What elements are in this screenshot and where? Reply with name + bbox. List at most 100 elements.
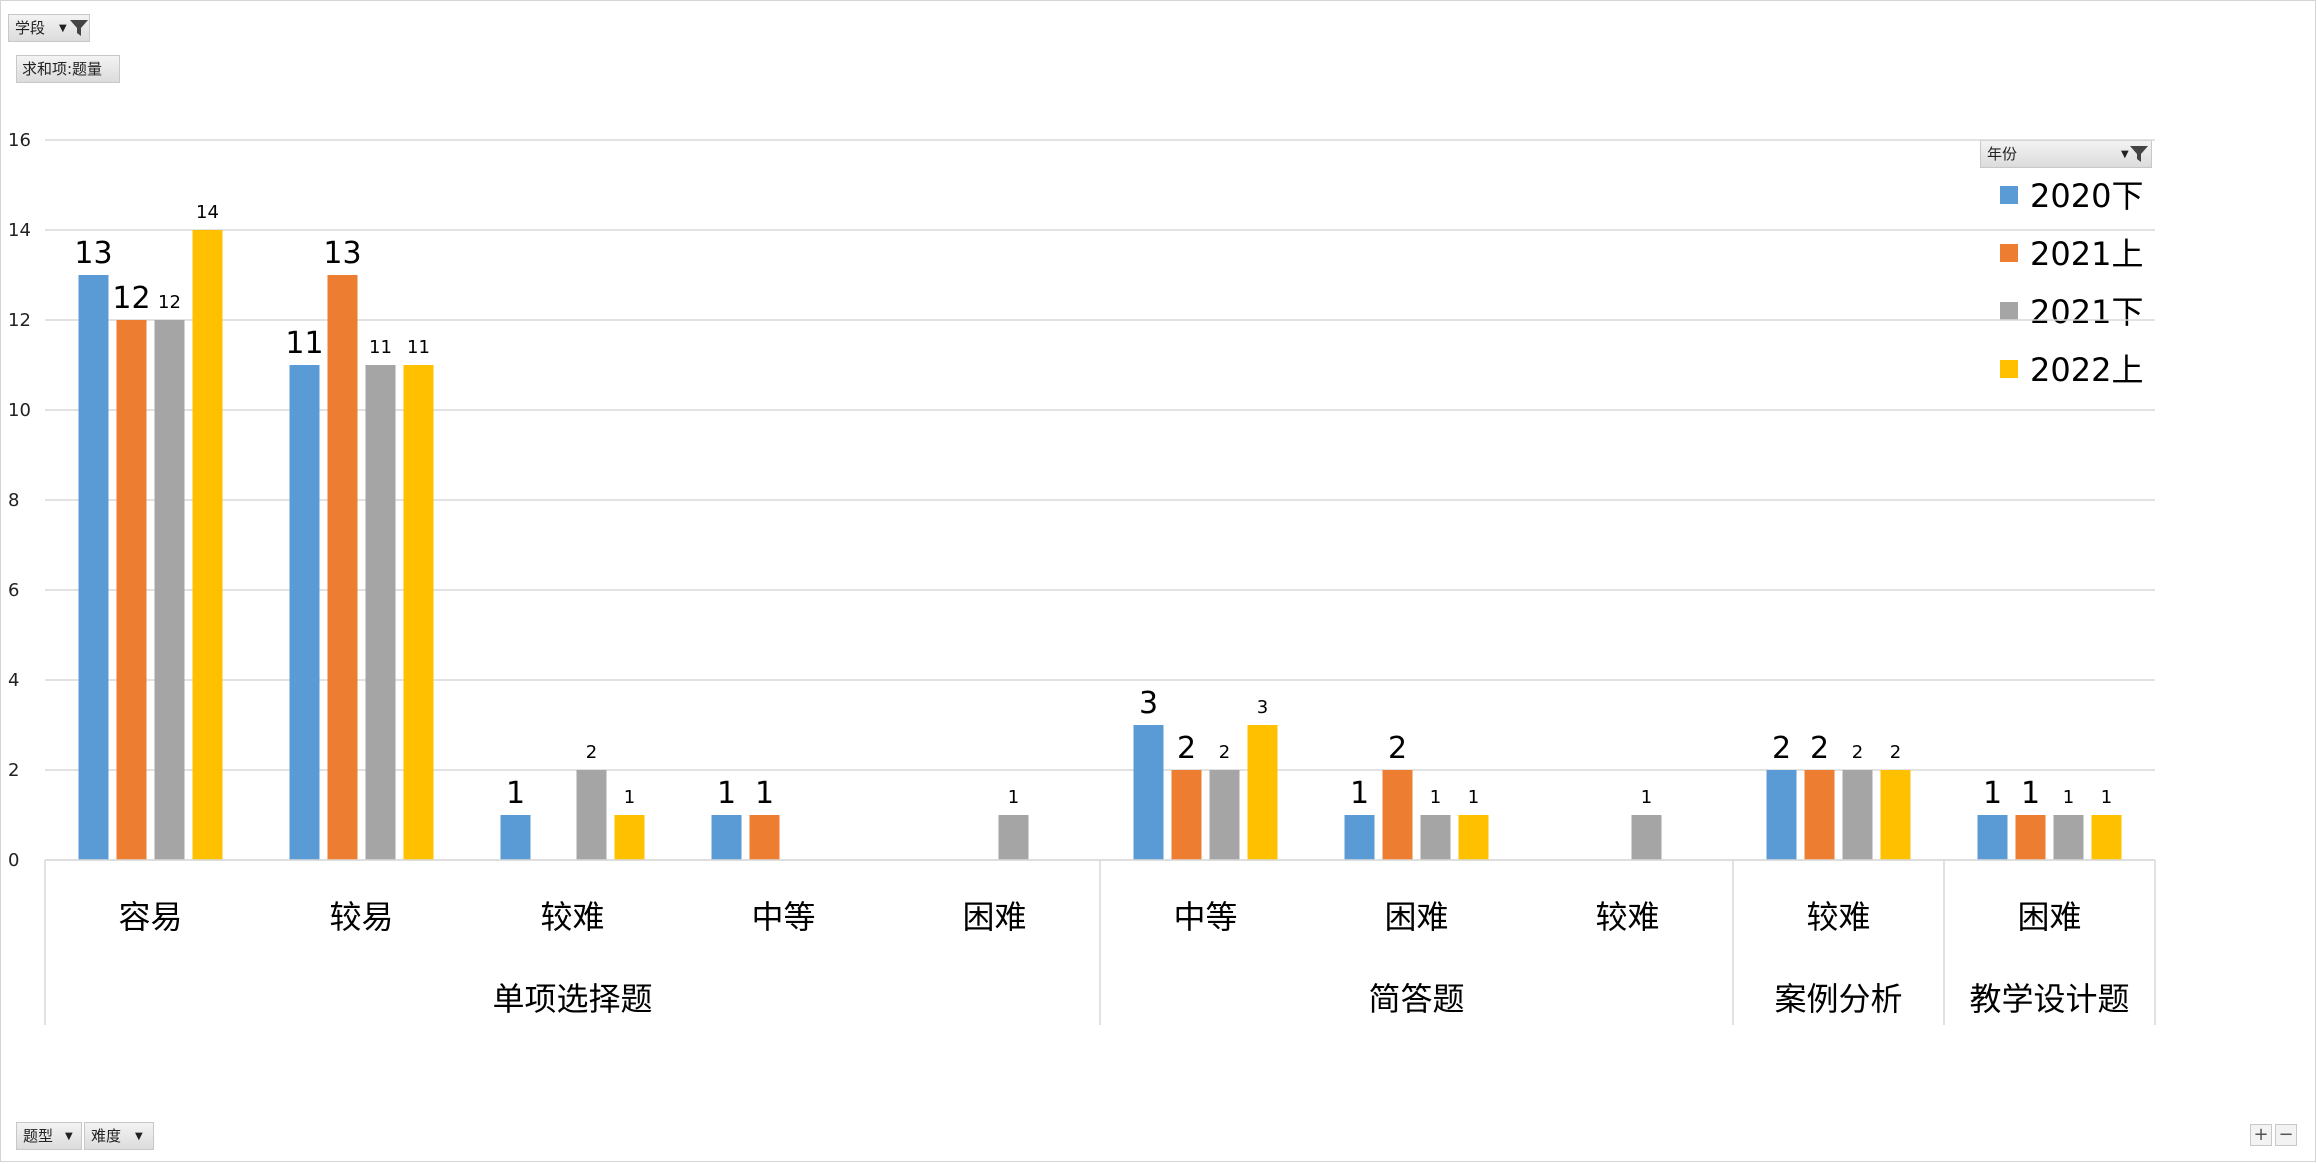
data-label: 1 xyxy=(717,776,736,811)
x-tick-label: 较难 xyxy=(1806,898,1870,936)
y-tick-label: 10 xyxy=(8,400,31,421)
bar xyxy=(1631,815,1662,860)
x-tick-label: 较难 xyxy=(540,898,604,936)
bar xyxy=(78,275,109,860)
bar xyxy=(327,275,358,860)
bar xyxy=(365,365,396,860)
y-tick-label: 0 xyxy=(8,850,19,871)
bar xyxy=(1420,815,1451,860)
axis-field-label: 难度 xyxy=(91,1127,122,1145)
bar xyxy=(154,320,185,860)
data-label: 1 xyxy=(1983,776,2002,811)
x-tick-label: 困难 xyxy=(2017,898,2081,936)
expand-field-button[interactable]: + xyxy=(2250,1124,2272,1146)
filter-funnel-icon xyxy=(70,20,88,36)
legend-item-2020下[interactable]: 2020下 xyxy=(2000,176,2143,216)
report-filter-label: 学段 xyxy=(15,19,46,37)
x-group-label: 单项选择题 xyxy=(492,980,652,1018)
data-label: 1 xyxy=(506,776,525,811)
bar xyxy=(749,815,780,860)
legend-item-2022上[interactable]: 2022上 xyxy=(2000,350,2143,390)
data-label: 13 xyxy=(74,236,112,271)
bar xyxy=(1344,815,1375,860)
bar xyxy=(1977,815,2008,860)
legend-label: 2020下 xyxy=(2030,177,2144,215)
y-tick-label: 2 xyxy=(8,760,19,781)
x-group-label: 简答题 xyxy=(1368,980,1464,1018)
data-label: 13 xyxy=(323,236,361,271)
bar xyxy=(576,770,607,860)
data-label: 2 xyxy=(586,742,597,763)
axis-field-button-难度[interactable]: 难度 ▼ xyxy=(84,1122,154,1150)
x-tick-label: 中等 xyxy=(1173,898,1237,936)
data-label: 11 xyxy=(369,337,392,358)
data-label: 2 xyxy=(1852,742,1863,763)
bar xyxy=(1458,815,1489,860)
legend-label: 2021下 xyxy=(2030,293,2144,331)
chevron-down-icon: ▼ xyxy=(59,23,67,34)
x-tick-label: 较易 xyxy=(329,898,393,936)
legend-filter-button[interactable]: 年份 ▼ xyxy=(1980,140,2152,168)
data-label: 1 xyxy=(2101,787,2112,808)
bar xyxy=(1133,725,1164,860)
bar xyxy=(1880,770,1911,860)
data-label: 2 xyxy=(1388,731,1407,766)
chevron-down-icon: ▼ xyxy=(65,1131,73,1142)
report-filter-button[interactable]: 学段 ▼ xyxy=(8,14,90,42)
data-label: 1 xyxy=(755,776,774,811)
data-label: 12 xyxy=(112,281,150,316)
bar xyxy=(2015,815,2046,860)
data-label: 2 xyxy=(1810,731,1829,766)
data-label: 1 xyxy=(1430,787,1441,808)
data-label: 3 xyxy=(1257,697,1268,718)
y-tick-label: 14 xyxy=(8,220,31,241)
legend-item-2021下[interactable]: 2021下 xyxy=(2000,292,2143,332)
data-label: 11 xyxy=(285,326,323,361)
y-tick-label: 8 xyxy=(8,490,19,511)
bar xyxy=(2091,815,2122,860)
legend-swatch xyxy=(2000,186,2018,204)
bar xyxy=(289,365,320,860)
x-tick-label: 较难 xyxy=(1595,898,1659,936)
data-label: 1 xyxy=(1350,776,1369,811)
legend-label: 2022上 xyxy=(2030,351,2144,389)
axis-field-button-题型[interactable]: 题型 ▼ xyxy=(16,1122,82,1150)
bar xyxy=(998,815,1029,860)
legend-swatch xyxy=(2000,360,2018,378)
data-label: 1 xyxy=(1008,787,1019,808)
x-group-label: 教学设计题 xyxy=(1969,980,2129,1018)
bar xyxy=(1842,770,1873,860)
bar xyxy=(2053,815,2084,860)
x-tick-label: 中等 xyxy=(751,898,815,936)
legend-swatch xyxy=(2000,244,2018,262)
y-tick-label: 6 xyxy=(8,580,19,601)
x-group-label: 案例分析 xyxy=(1774,980,1902,1018)
y-tick-label: 12 xyxy=(8,310,31,331)
data-label: 12 xyxy=(158,292,181,313)
data-label: 1 xyxy=(2021,776,2040,811)
filter-funnel-icon xyxy=(2130,146,2148,162)
bar xyxy=(1766,770,1797,860)
x-tick-label: 困难 xyxy=(1384,898,1448,936)
collapse-field-button[interactable]: − xyxy=(2275,1124,2297,1146)
legend-label: 2021上 xyxy=(2030,235,2144,273)
data-label: 2 xyxy=(1177,731,1196,766)
y-tick-label: 4 xyxy=(8,670,19,691)
legend-item-2021上[interactable]: 2021上 xyxy=(2000,234,2143,274)
data-label: 1 xyxy=(2063,787,2074,808)
legend-filter-label: 年份 xyxy=(1987,145,2018,163)
data-label: 1 xyxy=(1641,787,1652,808)
bar xyxy=(614,815,645,860)
bar xyxy=(192,230,223,860)
data-label: 2 xyxy=(1890,742,1901,763)
x-tick-label: 困难 xyxy=(962,898,1026,936)
chevron-down-icon: ▼ xyxy=(2121,149,2129,160)
bar xyxy=(711,815,742,860)
data-label: 1 xyxy=(624,787,635,808)
data-label: 11 xyxy=(407,337,430,358)
y-tick-label: 16 xyxy=(8,130,31,151)
values-field-button[interactable]: 求和项:题量 xyxy=(16,55,120,83)
bar xyxy=(500,815,531,860)
